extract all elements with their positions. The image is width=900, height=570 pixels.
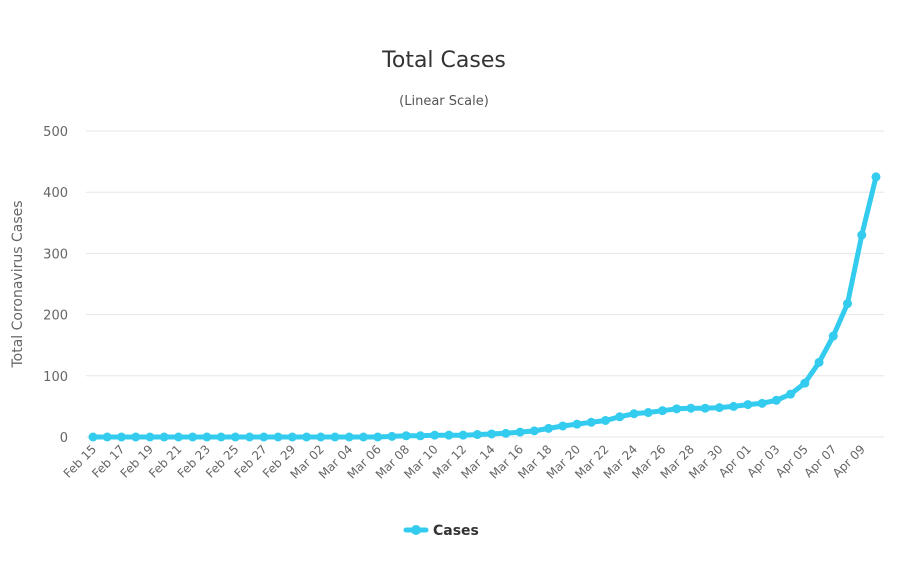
data-point[interactable] (316, 432, 326, 442)
data-point[interactable] (501, 428, 511, 438)
data-point[interactable] (871, 172, 881, 182)
data-point[interactable] (757, 398, 767, 408)
chart-title: Total Cases (381, 48, 506, 73)
data-point[interactable] (601, 415, 611, 425)
gridlines (86, 130, 884, 438)
data-point[interactable] (173, 432, 183, 442)
y-tick-label: 300 (43, 247, 68, 262)
data-point[interactable] (572, 419, 582, 429)
data-point[interactable] (544, 423, 554, 433)
data-point[interactable] (245, 432, 255, 442)
data-point[interactable] (615, 412, 625, 422)
data-point[interactable] (430, 430, 440, 440)
data-point[interactable] (159, 432, 169, 442)
y-tick-label: 200 (43, 309, 68, 324)
data-point[interactable] (515, 427, 525, 437)
data-point[interactable] (330, 432, 340, 442)
data-point[interactable] (487, 429, 497, 439)
data-point[interactable] (387, 431, 397, 441)
data-point[interactable] (657, 406, 667, 416)
data-point[interactable] (672, 404, 682, 414)
data-point[interactable] (786, 389, 796, 399)
data-point[interactable] (700, 403, 710, 413)
data-point[interactable] (373, 432, 383, 442)
data-point[interactable] (771, 395, 781, 405)
data-point[interactable] (814, 357, 824, 367)
data-point[interactable] (472, 430, 482, 440)
y-tick-label: 100 (43, 370, 68, 385)
data-point[interactable] (686, 403, 696, 413)
data-point[interactable] (145, 432, 155, 442)
y-axis-title: Total Coronavirus Cases (10, 200, 26, 368)
legend[interactable]: Cases (403, 523, 479, 539)
data-point[interactable] (415, 431, 425, 441)
data-point[interactable] (458, 430, 468, 440)
data-point[interactable] (643, 408, 653, 418)
data-point[interactable] (714, 403, 724, 413)
data-point[interactable] (401, 431, 411, 441)
data-point[interactable] (743, 400, 753, 410)
data-point[interactable] (828, 331, 838, 341)
data-point[interactable] (558, 421, 568, 431)
data-point[interactable] (529, 426, 539, 436)
y-tick-label: 500 (43, 125, 68, 140)
data-point[interactable] (287, 432, 297, 442)
data-point[interactable] (230, 432, 240, 442)
data-point[interactable] (273, 432, 283, 442)
data-point[interactable] (444, 430, 454, 440)
data-point[interactable] (586, 417, 596, 427)
x-tick-label: Apr 09 (830, 442, 868, 480)
y-tick-label: 400 (43, 186, 68, 201)
y-tick-label: 0 (60, 431, 68, 446)
data-point[interactable] (344, 432, 354, 442)
data-point[interactable] (116, 432, 126, 442)
data-point[interactable] (843, 299, 853, 309)
data-point[interactable] (188, 432, 198, 442)
series-line (90, 174, 879, 440)
data-point[interactable] (202, 432, 212, 442)
data-point[interactable] (857, 230, 867, 240)
data-point[interactable] (131, 432, 141, 442)
data-point[interactable] (629, 409, 639, 419)
chart-subtitle: (Linear Scale) (399, 94, 489, 109)
data-point[interactable] (729, 401, 739, 411)
series-cases (88, 172, 881, 442)
legend-label-cases: Cases (433, 523, 479, 539)
data-point[interactable] (102, 432, 112, 442)
y-axis-ticks: 0 100 200 300 400 500 (43, 125, 68, 446)
data-point[interactable] (358, 432, 368, 442)
data-point[interactable] (88, 432, 98, 442)
data-point[interactable] (800, 378, 810, 388)
data-point[interactable] (302, 432, 312, 442)
legend-marker-icon (411, 525, 421, 535)
data-point[interactable] (259, 432, 269, 442)
data-point[interactable] (216, 432, 226, 442)
